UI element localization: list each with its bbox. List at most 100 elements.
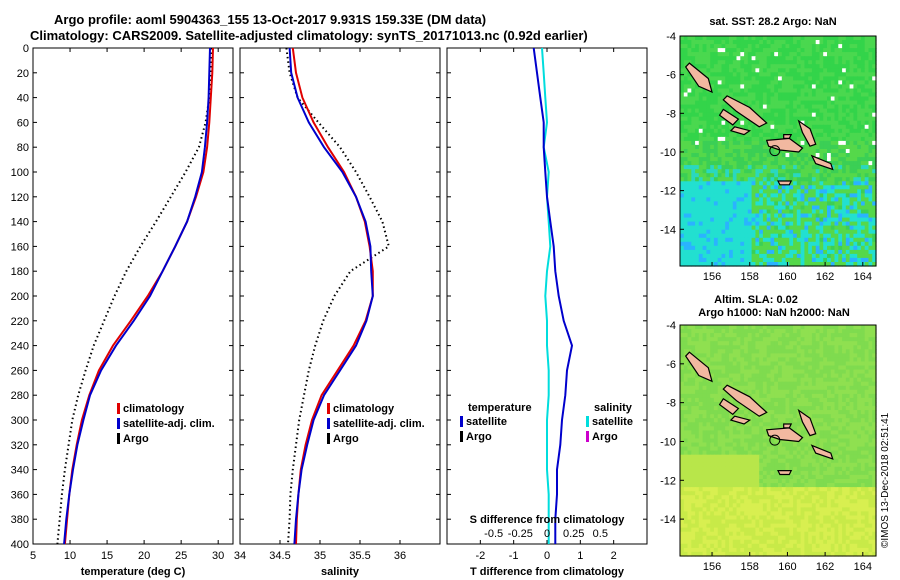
sla-map-cell bbox=[687, 337, 692, 342]
sst-map-island bbox=[810, 154, 834, 171]
sst-map-cell bbox=[740, 221, 745, 227]
sst-map-cell bbox=[778, 193, 783, 198]
sst-map-cell bbox=[747, 84, 753, 89]
difference-legend-temperature-argo-label: Argo bbox=[466, 431, 492, 443]
sla-map-cell bbox=[834, 426, 839, 431]
sst-map-cell bbox=[713, 100, 719, 106]
sla-map-cell bbox=[732, 341, 738, 346]
sla-map-cell bbox=[845, 406, 851, 411]
sst-map-cell bbox=[864, 92, 870, 98]
sla-map-cell bbox=[781, 450, 787, 456]
sst-map-cell bbox=[838, 205, 843, 211]
sla-map-cell bbox=[755, 341, 760, 346]
sla-map-cell bbox=[702, 410, 707, 415]
sst-map-cell bbox=[872, 108, 877, 114]
sst-map-cell bbox=[789, 201, 794, 206]
sst-map-cell bbox=[853, 189, 858, 194]
sla-map-cell bbox=[789, 381, 794, 387]
sla-map-cell bbox=[774, 402, 779, 407]
sla-map-cell bbox=[698, 397, 704, 403]
sst-map-cell bbox=[706, 72, 711, 77]
sla-map-cell bbox=[710, 361, 715, 367]
sst-map-cell bbox=[762, 124, 768, 130]
sla-map-cell bbox=[710, 450, 715, 456]
sst-map-cell bbox=[751, 185, 756, 190]
sst-map-cell bbox=[819, 76, 824, 81]
sst-map-cell bbox=[683, 237, 689, 243]
sla-map-cell bbox=[781, 418, 787, 423]
sst-map-cell bbox=[759, 108, 764, 114]
sla-map-cell bbox=[687, 365, 692, 371]
sla-map-cell bbox=[857, 393, 862, 399]
sst-map-cell bbox=[736, 193, 741, 198]
sst-map-cell bbox=[683, 245, 689, 251]
sst-map-cell bbox=[781, 100, 787, 106]
sst-map-cell bbox=[808, 165, 813, 170]
sla-map-cell bbox=[687, 361, 692, 367]
sst-map-ytick-label: -8 bbox=[666, 108, 676, 120]
sla-map-cell bbox=[698, 377, 704, 383]
sla-map-cell bbox=[691, 438, 696, 444]
sla-map-cell bbox=[717, 373, 723, 379]
sst-map-cell bbox=[729, 201, 734, 206]
sla-map-cell bbox=[808, 365, 813, 371]
sst-map-cell bbox=[872, 205, 877, 211]
sst-map-cell bbox=[834, 124, 839, 130]
sst-map-cell bbox=[695, 161, 700, 166]
sst-map-cell bbox=[815, 52, 821, 57]
sst-map-cell bbox=[710, 149, 715, 154]
sst-map-cell bbox=[759, 84, 764, 89]
sla-map-cell bbox=[838, 345, 843, 350]
sst-map-cell bbox=[725, 233, 730, 239]
sst-map-cell bbox=[766, 124, 772, 130]
sla-map-cell bbox=[710, 329, 715, 334]
sst-map-cell bbox=[744, 96, 749, 102]
sst-map-cell bbox=[789, 173, 794, 178]
sla-map-cell bbox=[713, 442, 719, 448]
sst-map-cell bbox=[747, 149, 753, 154]
sst-map-cell bbox=[687, 149, 692, 154]
sst-map-cell bbox=[774, 233, 779, 239]
temperature-diff-satellite-line bbox=[532, 47, 574, 544]
sst-map-cell bbox=[808, 44, 813, 49]
sst-map-cell bbox=[778, 157, 783, 162]
sla-map-cell bbox=[842, 369, 847, 375]
sst-map-cell bbox=[834, 161, 839, 166]
sst-map-cell bbox=[860, 136, 866, 142]
sla-map-cell bbox=[823, 373, 828, 379]
sst-map-cell bbox=[853, 209, 858, 215]
sla-map-cell bbox=[819, 373, 824, 379]
sst-map-cell bbox=[778, 253, 783, 259]
sla-map-cell bbox=[793, 361, 798, 367]
sst-map-cell bbox=[755, 136, 760, 142]
sst-map-cell bbox=[804, 209, 809, 215]
sst-map-cell bbox=[683, 233, 689, 239]
sst-map-cell bbox=[830, 169, 836, 174]
sst-map-cell bbox=[815, 257, 821, 263]
sst-map-cell bbox=[721, 64, 726, 69]
sla-map-cell bbox=[729, 397, 734, 403]
sst-map-cell bbox=[868, 100, 873, 106]
sst-map-cell bbox=[725, 144, 730, 150]
sla-map-cell bbox=[785, 406, 790, 411]
sst-map-cell bbox=[853, 173, 858, 178]
sst-map-cell bbox=[857, 189, 862, 194]
sla-map-cell bbox=[793, 325, 798, 330]
sst-map-cell bbox=[789, 249, 794, 255]
sst-map-cell bbox=[796, 197, 802, 202]
sst-map-cell bbox=[838, 213, 843, 219]
sla-map-cell bbox=[766, 341, 772, 346]
sst-map-cell bbox=[747, 193, 753, 198]
sst-map-cell bbox=[774, 157, 779, 162]
sst-map-cell bbox=[759, 96, 764, 102]
sla-map-cell bbox=[774, 450, 779, 456]
sst-map-cell bbox=[845, 52, 851, 57]
sst-map-cell bbox=[811, 108, 817, 114]
sla-map-cell bbox=[762, 373, 768, 379]
sst-map-cell bbox=[721, 262, 726, 267]
sst-map-cell bbox=[819, 128, 824, 134]
sst-map-cell bbox=[815, 128, 821, 134]
sla-map-cell bbox=[751, 450, 756, 456]
sst-map-cell bbox=[827, 80, 832, 85]
sst-map-cell bbox=[766, 169, 772, 174]
